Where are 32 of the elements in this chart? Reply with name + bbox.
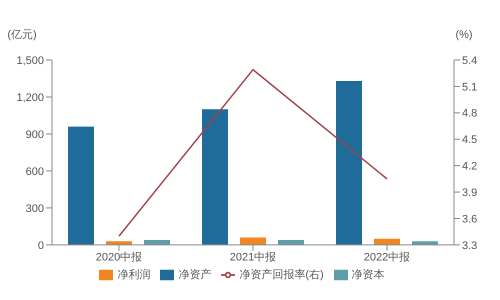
y2-tick-label: 3.9: [462, 186, 478, 199]
y2-tick-label: 5.1: [462, 81, 478, 94]
y2-tick-label: 4.8: [462, 108, 478, 120]
y-axis-title: (亿元): [7, 29, 37, 41]
bar: [202, 109, 228, 245]
bar: [144, 240, 170, 245]
y2-tick-label: 3.3: [462, 240, 478, 252]
y-tick-label: 300: [26, 202, 44, 215]
bar: [240, 238, 266, 245]
legend-label: 净资本: [352, 268, 385, 281]
y-tick-label: 600: [26, 166, 44, 178]
y-tick-label: 900: [26, 128, 44, 141]
legend-label: 净资产回报率(右): [239, 268, 324, 281]
x-tick-label: 2020中报: [96, 250, 142, 264]
legend-label: 净资产: [178, 268, 212, 281]
y2-tick-label: 3.6: [462, 213, 478, 226]
y-tick-label: 0: [38, 240, 44, 252]
y-tick-label: 1,500: [16, 54, 44, 67]
y2-axis-title: (%): [455, 29, 473, 41]
bar: [68, 126, 94, 245]
y2-tick-label: 5.4: [462, 54, 478, 67]
bar: [336, 80, 362, 245]
x-tick-label: 2021中报: [230, 250, 276, 264]
bar: [106, 241, 132, 245]
bar: [412, 241, 438, 245]
legend-label: 净利润: [117, 268, 150, 281]
x-tick-label: 2022中报: [364, 250, 410, 264]
bar: [278, 240, 304, 245]
bar: [374, 238, 400, 245]
y-tick-label: 1,200: [16, 92, 44, 104]
y2-tick-label: 4.2: [462, 160, 478, 173]
y2-tick-label: 4.5: [462, 134, 478, 146]
